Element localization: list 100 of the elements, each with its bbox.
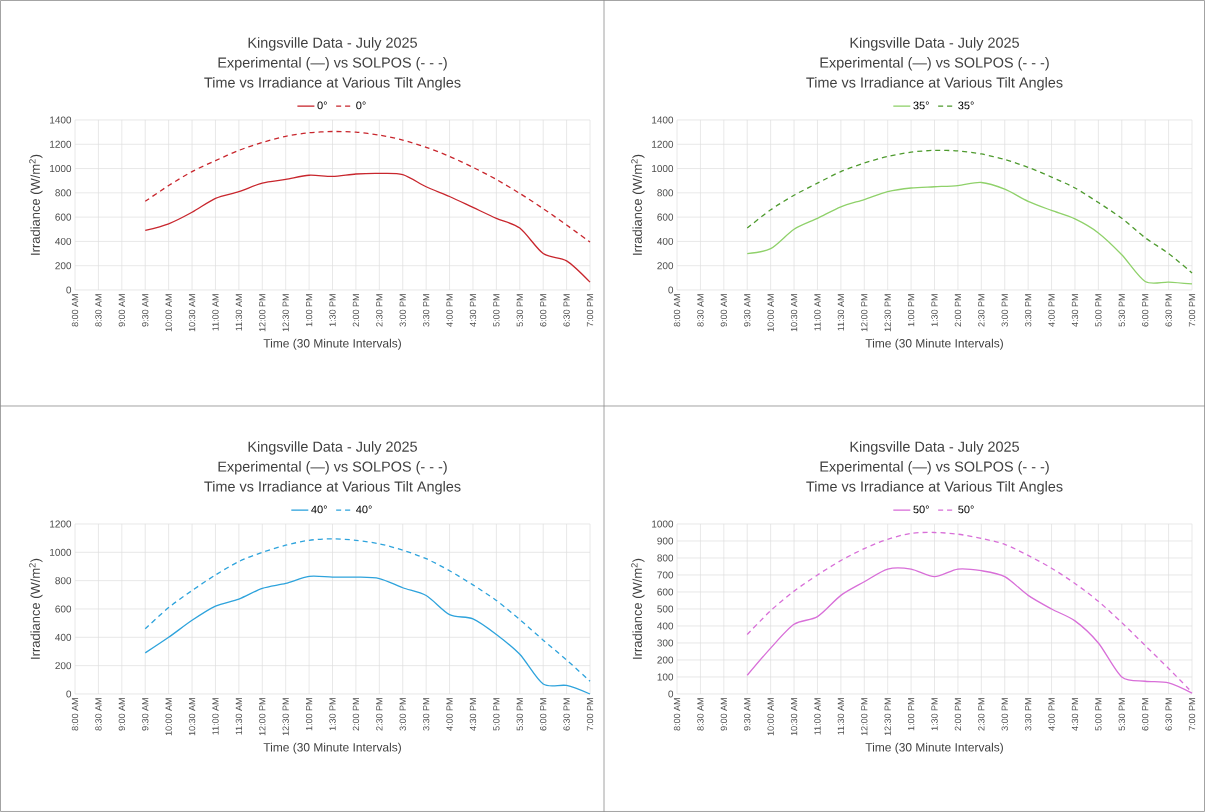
legend-label: 50° (958, 505, 974, 514)
x-tick-label: 1:00 PM (305, 698, 313, 731)
x-tick-label: 2:00 PM (352, 698, 360, 731)
y-tick-label: 800 (657, 189, 674, 197)
text: Time vs Irradiance at Various Tilt Angles (806, 481, 1063, 495)
x-tick-label: 2:00 PM (954, 294, 962, 327)
y-tick-label: 0 (668, 286, 674, 294)
x-tick-label: 6:30 PM (563, 294, 570, 327)
x-tick-label: 6:30 PM (1165, 698, 1172, 731)
line-series (746, 181, 1193, 285)
x-tick-label: 1:00 PM (907, 294, 915, 327)
x-tick-label: 4:00 PM (446, 698, 453, 731)
x-tick-label: 3:30 PM (422, 294, 430, 327)
y-tick-label: 1200 (652, 140, 674, 148)
text: Time vs Irradiance at Various Tilt Angles (204, 77, 461, 91)
x-tick-label: 3:30 PM (1024, 294, 1032, 327)
line-series (144, 538, 591, 682)
y-axis-title: Irradiance (W/m$^{2}$) (631, 558, 645, 659)
x-tick-label: 1:30 PM (329, 698, 336, 731)
y-tick-label: 200 (657, 262, 674, 270)
y-tick-label: 0 (668, 690, 674, 698)
y-tick-label: 1200 (50, 520, 72, 528)
y-tick-label: 600 (657, 213, 674, 221)
y-tick-label: 0 (66, 286, 72, 294)
x-tick-label: 1:30 PM (931, 698, 938, 731)
legend-label: 35° (913, 101, 929, 110)
x-tick-label: 12:30 PM (282, 698, 289, 736)
x-tick-label: 10:30 AM (188, 698, 196, 736)
x-tick-label: 9:00 AM (720, 698, 728, 731)
x-tick-label: 9:00 AM (720, 294, 728, 327)
x-tick-label: 4:30 PM (469, 698, 477, 731)
x-tick-label: 8:00 AM (71, 294, 79, 327)
x-tick-label: 1:30 PM (329, 294, 336, 327)
y-tick-label: 200 (657, 656, 674, 664)
y-tick-label: 300 (657, 639, 674, 647)
x-tick-label: 2:00 PM (954, 698, 962, 731)
line-series (144, 172, 591, 283)
x-axis-title: Time (30 Minute Intervals) (865, 338, 1003, 350)
x-tick-label: 7:00 PM (586, 698, 594, 731)
x-tick-label: 9:30 AM (142, 294, 149, 327)
text: Time vs Irradiance at Various Tilt Angles (204, 481, 461, 495)
x-tick-label: 6:00 PM (540, 294, 547, 327)
y-tick-label: 700 (657, 571, 674, 579)
x-tick-label: 9:30 AM (744, 698, 751, 731)
x-tick-label: 5:30 PM (516, 294, 523, 327)
x-tick-label: 4:30 PM (469, 294, 477, 327)
text: Time vs Irradiance at Various Tilt Angles (806, 77, 1063, 91)
y-tick-label: 1000 (50, 165, 72, 173)
y-tick-label: 400 (657, 237, 674, 245)
x-tick-label: 8:30 AM (95, 698, 102, 731)
y-tick-label: 100 (657, 673, 674, 681)
x-tick-label: 9:00 AM (118, 698, 126, 731)
chart-subtitle: Experimental (—) vs SOLPOS (- - -) (820, 461, 1049, 475)
x-tick-label: 12:30 PM (884, 294, 891, 332)
chart-title: Kingsville Data - July 2025 (850, 37, 1019, 51)
x-tick-label: 2:30 PM (978, 698, 985, 731)
y-tick-label: 1000 (652, 165, 674, 173)
x-tick-label: 6:30 PM (563, 698, 570, 731)
x-tick-label: 5:30 PM (1118, 294, 1125, 327)
x-tick-label: 7:00 PM (1188, 294, 1196, 327)
legend-label: 35° (958, 101, 974, 110)
x-tick-label: 6:00 PM (1142, 698, 1149, 731)
y-tick-label: 1000 (652, 520, 674, 528)
x-tick-label: 3:00 PM (1001, 698, 1008, 731)
legend-label: 50° (913, 505, 929, 514)
x-axis-title: Time (30 Minute Intervals) (865, 742, 1003, 754)
x-tick-label: 8:30 AM (697, 698, 704, 731)
x-tick-label: 2:30 PM (376, 698, 383, 731)
x-tick-label: 6:30 PM (1165, 294, 1172, 327)
x-tick-label: 8:00 AM (673, 698, 681, 731)
x-tick-label: 5:00 PM (1095, 294, 1102, 327)
y-tick-label: 500 (657, 605, 674, 613)
x-tick-label: 8:30 AM (697, 294, 704, 327)
x-tick-label: 11:30 AM (235, 294, 243, 331)
chart-title: Kingsville Data - July 2025 (850, 441, 1019, 455)
y-axis-title: Irradiance (W/m$^{2}$) (631, 154, 645, 255)
y-tick-label: 200 (55, 662, 72, 670)
y-tick-label: 400 (55, 633, 72, 641)
x-tick-label: 12:30 PM (884, 698, 891, 736)
x-tick-label: 2:30 PM (376, 294, 383, 327)
line-series (144, 130, 591, 243)
x-tick-label: 11:30 AM (837, 698, 845, 735)
x-tick-label: 11:00 AM (212, 294, 219, 331)
x-tick-label: 3:00 PM (1001, 294, 1008, 327)
x-tick-label: 4:00 PM (1048, 698, 1055, 731)
x-tick-label: 5:00 PM (493, 698, 500, 731)
line-series (746, 149, 1193, 274)
x-tick-label: 5:30 PM (1118, 698, 1125, 731)
x-tick-label: 7:00 PM (586, 294, 594, 327)
x-tick-label: 3:00 PM (399, 294, 406, 327)
x-tick-label: 6:00 PM (540, 698, 547, 731)
y-tick-label: 900 (657, 537, 674, 545)
x-axis-title: Time (30 Minute Intervals) (263, 338, 401, 350)
y-tick-label: 1200 (50, 140, 72, 148)
x-tick-label: 10:00 AM (165, 294, 172, 332)
x-tick-label: 1:00 PM (305, 294, 313, 327)
x-tick-label: 7:00 PM (1188, 698, 1196, 731)
legend-label: 40° (356, 505, 372, 514)
x-tick-label: 12:00 PM (259, 294, 266, 332)
x-tick-label: 4:00 PM (446, 294, 453, 327)
